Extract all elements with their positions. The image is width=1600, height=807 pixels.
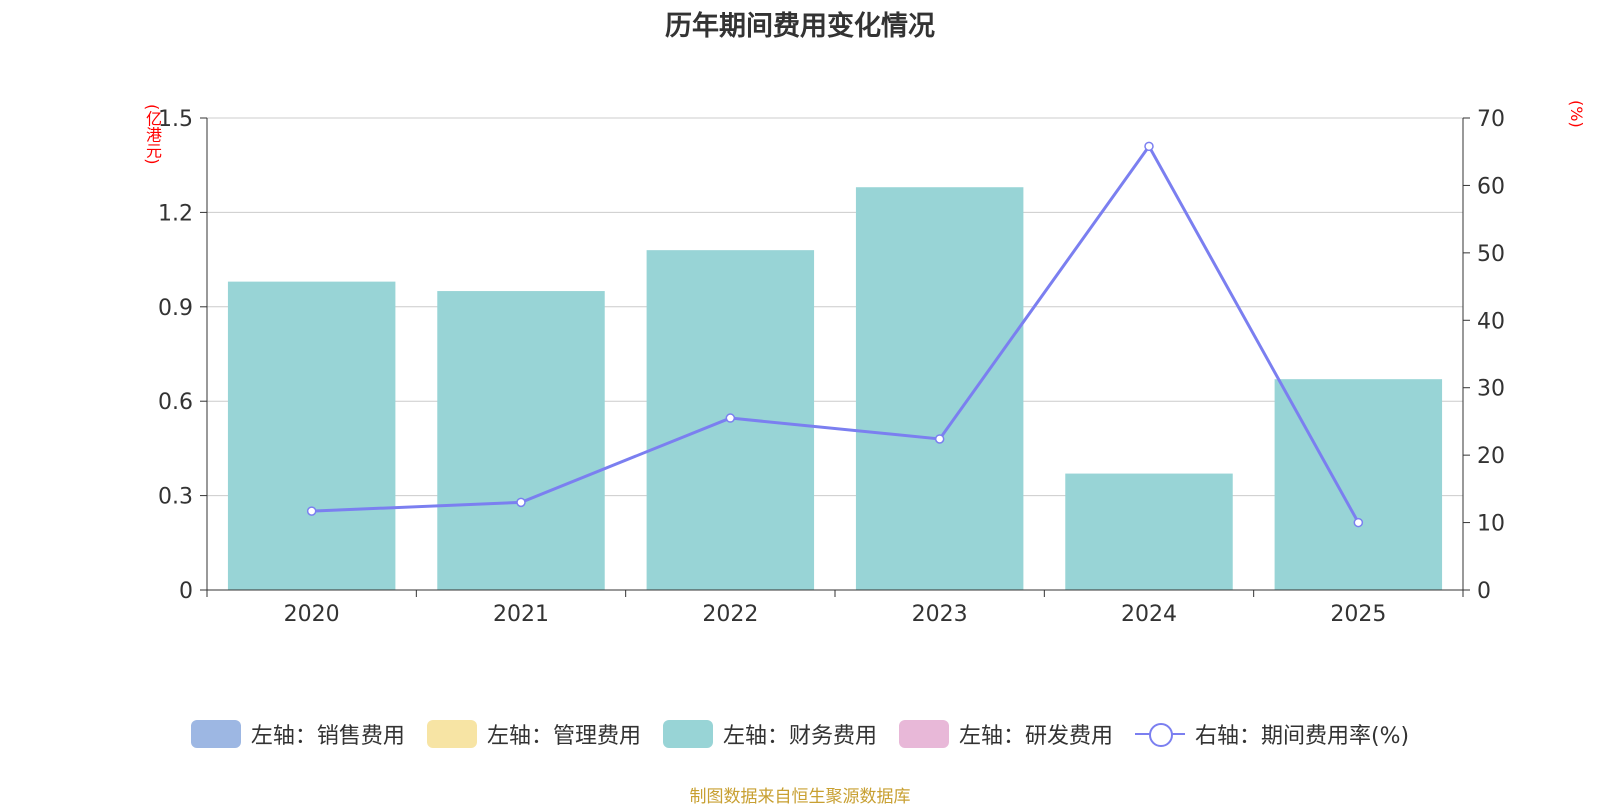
x-axis-tick-label: 2022 (702, 602, 758, 627)
right-axis-tick-label: 30 (1477, 377, 1505, 402)
left-axis-tick-label: 1.5 (158, 107, 193, 132)
legend-label: 左轴：研发费用 (958, 724, 1113, 749)
data-source-note: 制图数据来自恒生聚源数据库 (689, 787, 911, 807)
legend-swatch-finance (662, 720, 713, 748)
legend-swatch-sales (190, 720, 241, 748)
legend-swatch-admin (426, 720, 477, 748)
right-axis-tick-label: 40 (1477, 309, 1505, 334)
expense-ratio-point-2023 (934, 434, 945, 444)
legend-label: 左轴：管理费用 (486, 724, 641, 749)
x-axis-tick-label: 2024 (1121, 602, 1177, 627)
bar-2024 (1065, 473, 1233, 590)
legend-item-expense-ratio[interactable]: 右轴：期间费用率(%) (1134, 718, 1410, 750)
legend-item-sales[interactable]: 左轴：销售费用 (190, 718, 405, 750)
right-axis-tick-label: 20 (1477, 444, 1505, 469)
x-axis-tick-label: 2023 (912, 602, 968, 627)
legend-label: 左轴：财务费用 (722, 724, 877, 749)
legend-line-marker-icon (1134, 720, 1185, 748)
left-axis-unit: (亿港元) (143, 104, 162, 165)
chart-title: 历年期间费用变化情况 (665, 11, 935, 42)
bar-2025 (1274, 379, 1443, 590)
right-axis-tick-label: 70 (1477, 107, 1505, 132)
left-axis-tick-label: 0.3 (158, 485, 193, 510)
right-axis-tick-label: 60 (1477, 174, 1505, 199)
left-axis-tick-label: 1.2 (158, 201, 193, 226)
bar-2021 (437, 291, 605, 590)
left-axis-tick-label: 0 (179, 579, 193, 604)
legend-label: 右轴：期间费用率(%) (1194, 724, 1410, 749)
expense-ratio-point-2022 (725, 413, 736, 423)
x-axis-tick-label: 2020 (284, 602, 340, 627)
right-axis-tick-label: 0 (1477, 579, 1491, 604)
legend-swatch-rnd (898, 720, 949, 748)
expense-ratio-point-2020 (306, 506, 317, 516)
x-axis-tick-label: 2021 (493, 602, 549, 627)
legend-label: 左轴：销售费用 (250, 724, 405, 749)
right-axis-tick-label: 10 (1477, 512, 1505, 537)
bar-2020 (227, 281, 396, 590)
bar-2023 (855, 187, 1024, 590)
x-axis-tick-label: 2025 (1330, 602, 1386, 627)
right-axis-unit: (%) (1567, 100, 1586, 128)
expense-ratio-point-2021 (516, 497, 526, 508)
legend: 左轴：销售费用 左轴：管理费用 左轴：财务费用 左轴：研发费用 右轴：期间费用率… (0, 718, 1600, 750)
left-axis-tick-label: 0.9 (158, 296, 193, 321)
left-axis-tick-label: 0.6 (158, 390, 193, 415)
legend-item-admin[interactable]: 左轴：管理费用 (426, 718, 641, 750)
legend-item-finance[interactable]: 左轴：财务费用 (662, 718, 877, 750)
expense-ratio-point-2024 (1144, 141, 1154, 152)
chart-plot: 0 0.3 0.6 0.9 1.2 1.5 0 10 20 30 40 50 60 70 2020 2021 2… (158, 107, 1505, 627)
legend-item-rnd[interactable]: 左轴：研发费用 (898, 718, 1113, 750)
right-axis-tick-label: 50 (1477, 242, 1505, 267)
expense-ratio-point-2025 (1353, 517, 1364, 528)
expense-ratio-line (311, 143, 1360, 524)
